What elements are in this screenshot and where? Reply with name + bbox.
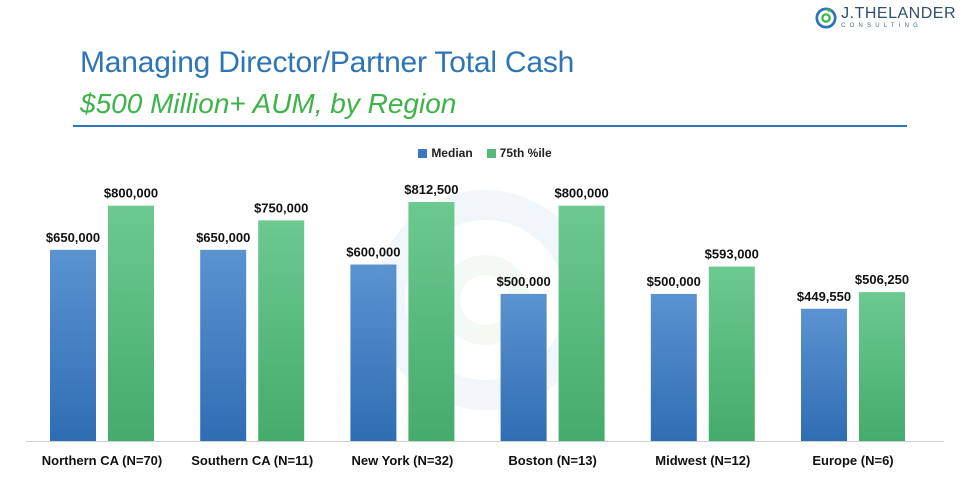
chart-legend: Median 75th %ile xyxy=(0,146,970,160)
company-logo: J.THELANDER CONSULTING xyxy=(815,6,956,29)
data-label-median-southern-ca-n-11: $650,000 xyxy=(196,230,250,245)
chart-title: Managing Director/Partner Total Cash xyxy=(80,46,575,79)
data-label-median-midwest-n-12: $500,000 xyxy=(647,274,701,289)
data-label-75th-ile-new-york-n-32: $812,500 xyxy=(404,182,458,197)
bar-75th-ile-new-york-n-32 xyxy=(408,202,455,441)
logo-swirl-icon xyxy=(815,6,837,29)
logo-tagline: CONSULTING xyxy=(841,23,923,29)
logo-name: J.THELANDER xyxy=(841,5,956,22)
legend-item-75th: 75th %ile xyxy=(486,146,552,160)
data-label-75th-ile-southern-ca-n-11: $750,000 xyxy=(254,200,308,215)
category-label-europe-n-6: Europe (N=6) xyxy=(812,453,893,468)
category-label-southern-ca-n-11: Southern CA (N=11) xyxy=(191,453,313,468)
labels-group: $650,000 $800,000 Northern CA (N=70) $650,0… xyxy=(42,182,909,468)
data-label-75th-ile-northern-ca-n-70: $800,000 xyxy=(104,186,158,201)
legend-label-75th: 75th %ile xyxy=(499,146,552,160)
category-label-boston-n-13: Boston (N=13) xyxy=(508,453,596,468)
bar-median-midwest-n-12 xyxy=(650,293,697,441)
bar-75th-ile-boston-n-13 xyxy=(558,205,605,441)
category-label-midwest-n-12: Midwest (N=12) xyxy=(655,453,750,468)
bars-group xyxy=(50,202,905,441)
legend-label-median: Median xyxy=(431,146,473,160)
data-label-75th-ile-boston-n-13: $800,000 xyxy=(554,186,608,201)
bar-75th-ile-southern-ca-n-11 xyxy=(258,220,305,441)
bar-median-new-york-n-32 xyxy=(350,264,397,441)
bar-75th-ile-europe-n-6 xyxy=(859,292,905,441)
legend-swatch-75th xyxy=(486,148,496,158)
bar-75th-ile-northern-ca-n-70 xyxy=(108,205,154,441)
bar-median-europe-n-6 xyxy=(801,308,847,441)
data-label-median-new-york-n-32: $600,000 xyxy=(346,245,400,260)
title-divider xyxy=(73,125,907,127)
bar-75th-ile-midwest-n-12 xyxy=(708,266,755,441)
bar-median-northern-ca-n-70 xyxy=(50,249,96,441)
data-label-median-northern-ca-n-70: $650,000 xyxy=(46,230,100,245)
data-label-median-europe-n-6: $449,550 xyxy=(797,289,851,304)
data-label-75th-ile-midwest-n-12: $593,000 xyxy=(705,247,759,262)
data-label-median-boston-n-13: $500,000 xyxy=(496,274,550,289)
category-label-northern-ca-n-70: Northern CA (N=70) xyxy=(42,453,163,468)
data-label-75th-ile-europe-n-6: $506,250 xyxy=(855,272,909,287)
bar-median-boston-n-13 xyxy=(500,293,547,441)
legend-swatch-median xyxy=(418,148,428,158)
category-label-new-york-n-32: New York (N=32) xyxy=(352,453,454,468)
chart-subtitle: $500 Million+ AUM, by Region xyxy=(80,88,457,119)
legend-item-median: Median xyxy=(418,146,473,160)
bar-median-southern-ca-n-11 xyxy=(200,249,247,441)
